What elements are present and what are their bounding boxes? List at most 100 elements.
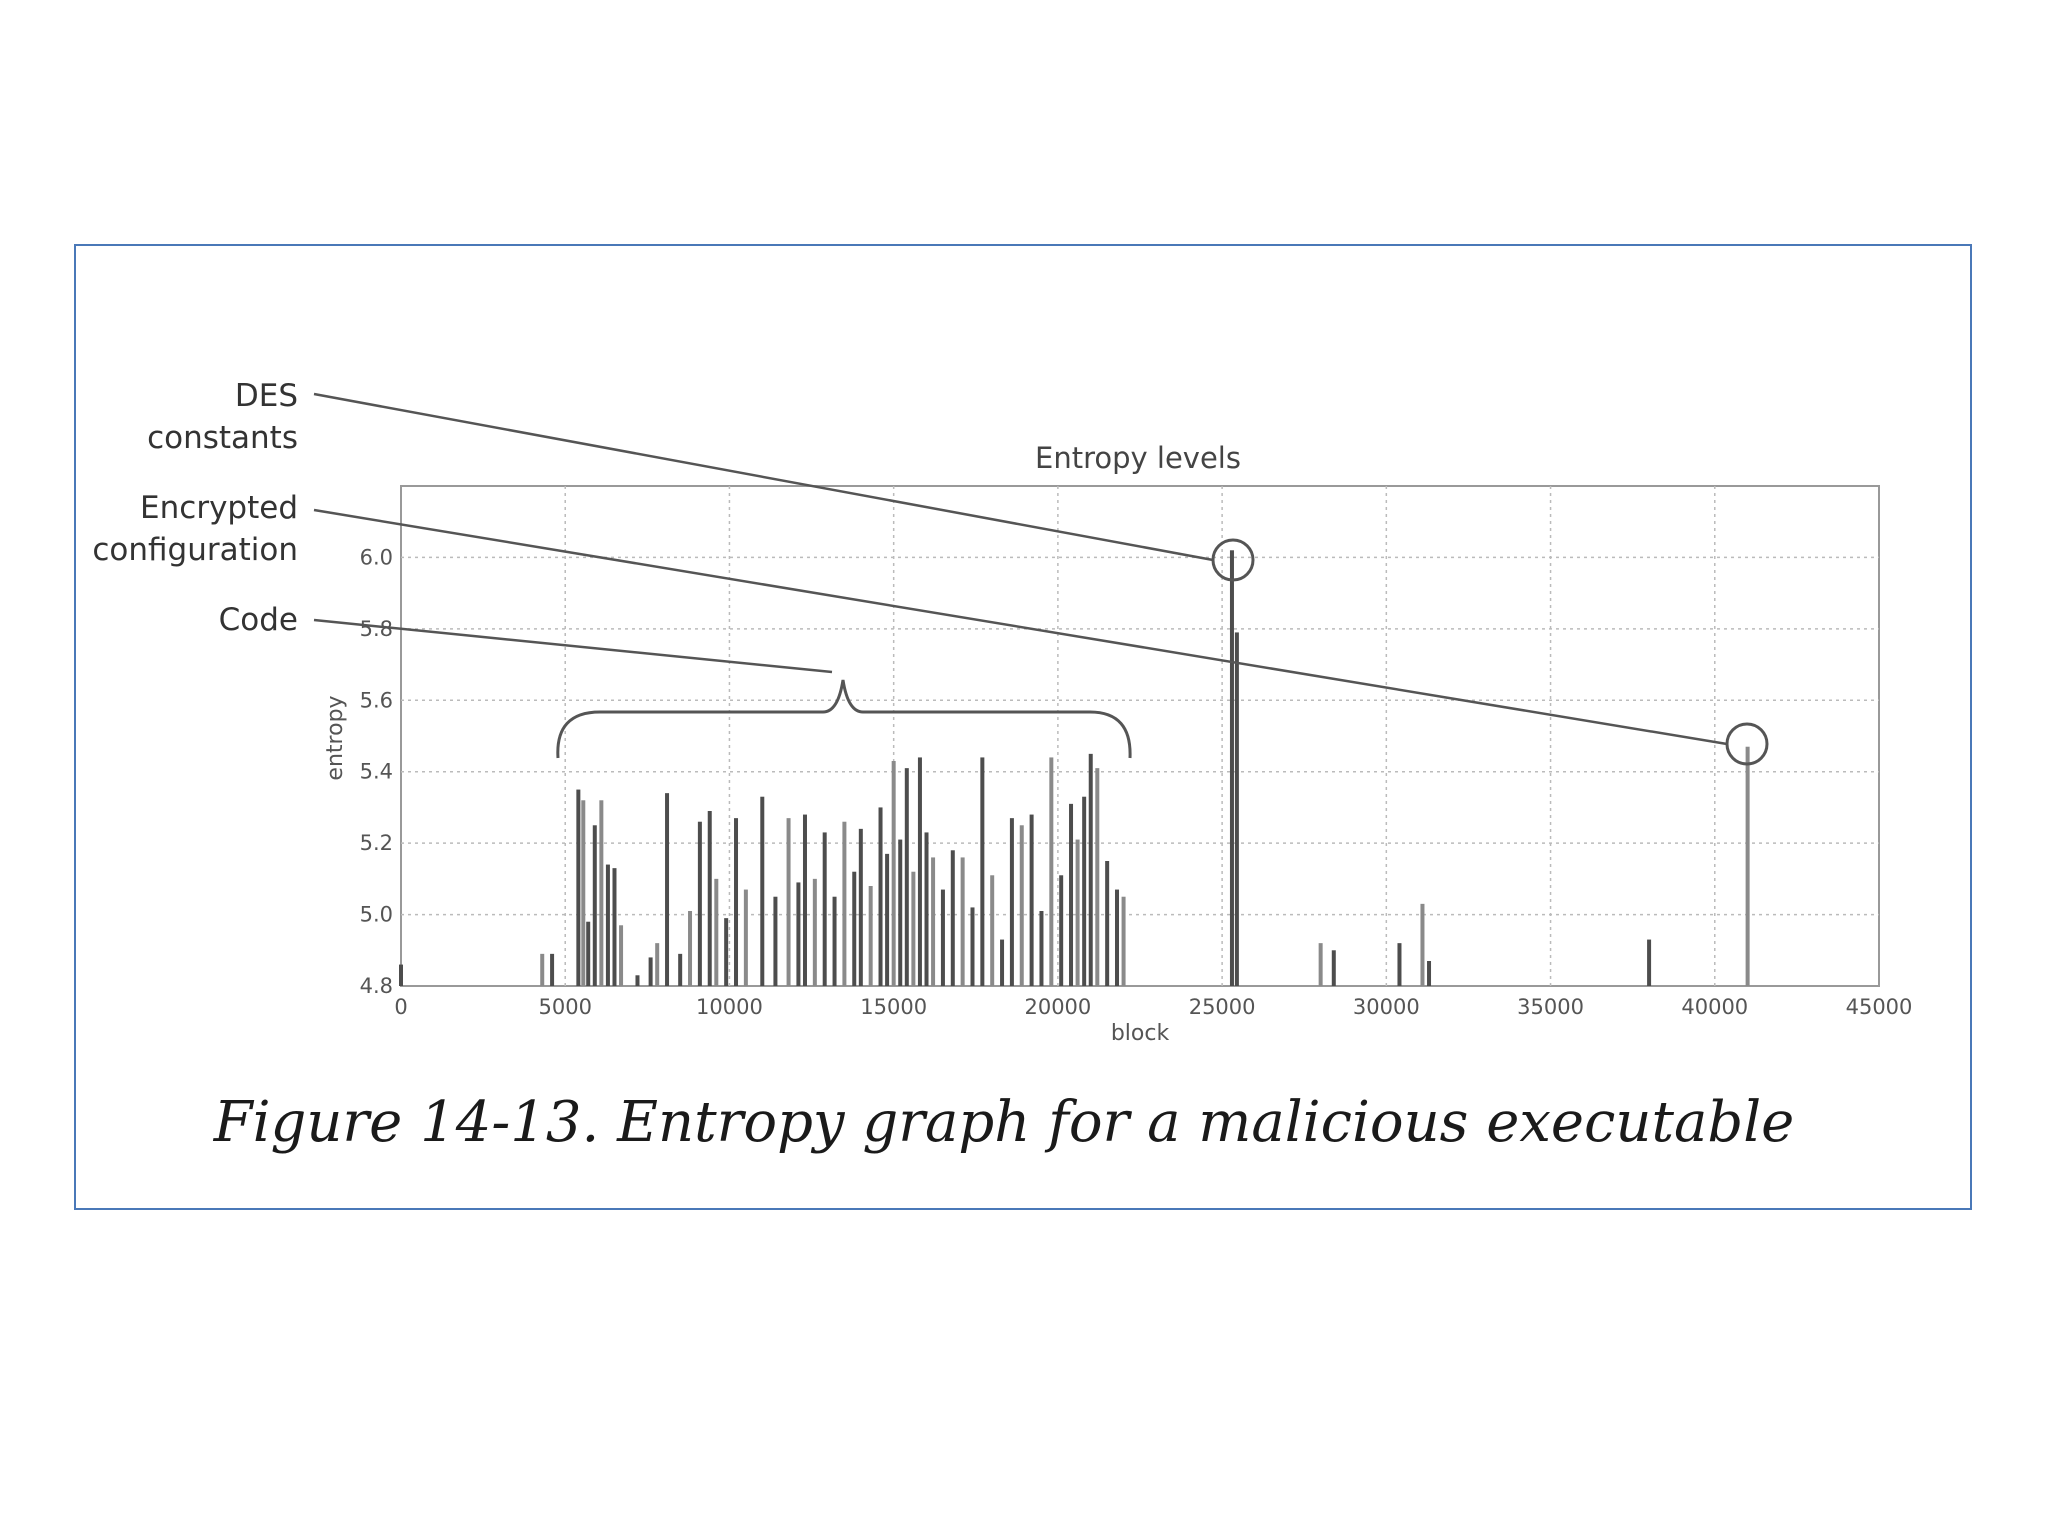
entropy-bar bbox=[665, 793, 670, 986]
entropy-bar bbox=[990, 875, 995, 986]
entropy-bar bbox=[878, 807, 883, 986]
entropy-bar bbox=[1009, 818, 1014, 986]
entropy-bar bbox=[760, 796, 765, 986]
grid-lines bbox=[401, 486, 1879, 986]
entropy-bar bbox=[950, 850, 955, 986]
entropy-bar bbox=[1318, 943, 1323, 986]
code-label: Code bbox=[219, 602, 298, 638]
entropy-bar bbox=[1082, 796, 1087, 986]
entropy-bar bbox=[399, 964, 403, 986]
y-tick-label: 5.8 bbox=[360, 617, 393, 641]
entropy-bar bbox=[1039, 911, 1044, 986]
y-tick-label: 5.4 bbox=[360, 760, 393, 784]
x-axis-ticks: 0 5000 10000 15000 20000 25000 30000 35000 40000… bbox=[394, 995, 1912, 1019]
entropy-bar bbox=[1075, 839, 1080, 986]
entropy-bar bbox=[822, 832, 827, 986]
entropy-bar bbox=[1229, 550, 1234, 986]
entropy-bar bbox=[688, 911, 693, 986]
entropy-bar bbox=[592, 825, 597, 986]
entropy-bar bbox=[1115, 889, 1120, 986]
y-tick-label: 5.2 bbox=[360, 831, 393, 855]
entropy-bar bbox=[1647, 939, 1652, 986]
entropy-bar bbox=[635, 975, 640, 986]
entropy-bar bbox=[1029, 814, 1034, 986]
entropy-bar bbox=[812, 878, 817, 986]
entropy-bar bbox=[599, 800, 604, 986]
entropy-bar bbox=[648, 957, 653, 986]
figure-caption: Figure 14-13. Entropy graph for a malici… bbox=[213, 1090, 1795, 1155]
entropy-bar bbox=[931, 857, 936, 986]
x-tick-label: 5000 bbox=[538, 995, 591, 1019]
entropy-bar bbox=[1427, 961, 1432, 986]
entropy-bar bbox=[796, 882, 801, 986]
entropy-bar bbox=[1121, 896, 1126, 986]
y-axis-label: entropy bbox=[323, 695, 348, 780]
y-tick-label: 6.0 bbox=[360, 545, 393, 569]
x-tick-label: 45000 bbox=[1846, 995, 1913, 1019]
entropy-bar bbox=[707, 811, 712, 986]
entropy-bar bbox=[612, 868, 617, 986]
x-tick-label: 25000 bbox=[1189, 995, 1256, 1019]
entropy-bar bbox=[1095, 768, 1100, 986]
x-tick-label: 30000 bbox=[1353, 995, 1420, 1019]
entropy-bar bbox=[917, 757, 922, 986]
entropy-bar bbox=[1059, 875, 1064, 986]
entropy-bar bbox=[802, 814, 807, 986]
entropy-bar bbox=[885, 853, 890, 986]
entropy-bar bbox=[898, 839, 903, 986]
entropy-bar bbox=[940, 889, 945, 986]
des-constants-leader bbox=[313, 392, 1214, 562]
entropy-bar bbox=[891, 761, 896, 986]
entropy-bar bbox=[852, 871, 857, 986]
des-label-line2: constants bbox=[147, 420, 298, 456]
entropy-bar bbox=[858, 828, 863, 986]
y-axis-ticks: 4.8 5.0 5.2 5.4 5.6 5.8 6.0 bbox=[360, 545, 393, 998]
entropy-bar bbox=[1331, 950, 1336, 986]
entropy-bar bbox=[980, 757, 985, 986]
entropy-bar bbox=[1745, 746, 1750, 986]
entropy-bar bbox=[550, 953, 555, 986]
entropy-bar bbox=[1000, 939, 1005, 986]
chart-title: Entropy levels bbox=[1035, 441, 1241, 475]
encrypted-label-line1: Encrypted bbox=[140, 490, 298, 526]
entropy-bar bbox=[1019, 825, 1024, 986]
entropy-bar bbox=[586, 921, 591, 986]
des-label-line1: DES bbox=[235, 378, 298, 414]
entropy-bar bbox=[655, 943, 660, 986]
code-leader bbox=[313, 618, 833, 674]
code-brace bbox=[556, 679, 1132, 759]
entropy-bar bbox=[734, 818, 739, 986]
encrypted-label-line2: configuration bbox=[92, 532, 298, 568]
entropy-bar bbox=[619, 925, 624, 986]
entropy-bar bbox=[540, 953, 545, 986]
entropy-bar bbox=[697, 821, 702, 986]
entropy-bar bbox=[1069, 803, 1074, 986]
x-tick-label: 35000 bbox=[1517, 995, 1584, 1019]
entropy-bar bbox=[868, 886, 873, 986]
entropy-bar bbox=[970, 907, 975, 986]
entropy-bars bbox=[399, 550, 1750, 986]
x-tick-label: 20000 bbox=[1024, 995, 1091, 1019]
entropy-bar bbox=[1234, 632, 1239, 986]
x-axis-label: block bbox=[1111, 1021, 1170, 1046]
y-tick-label: 5.0 bbox=[360, 903, 393, 927]
entropy-bar bbox=[1088, 753, 1093, 986]
plot-area bbox=[400, 485, 1880, 987]
entropy-bar bbox=[605, 864, 610, 986]
y-tick-label: 4.8 bbox=[360, 974, 393, 998]
entropy-bar bbox=[842, 821, 847, 986]
entropy-bar bbox=[1105, 861, 1110, 986]
entropy-bar bbox=[832, 896, 837, 986]
encrypted-config-leader bbox=[313, 508, 1728, 746]
x-tick-label: 40000 bbox=[1681, 995, 1748, 1019]
entropy-bar bbox=[743, 889, 748, 986]
x-tick-label: 15000 bbox=[860, 995, 927, 1019]
x-tick-label: 10000 bbox=[696, 995, 763, 1019]
entropy-bar bbox=[924, 832, 929, 986]
entropy-bar bbox=[911, 871, 916, 986]
entropy-bar bbox=[960, 857, 965, 986]
entropy-bar bbox=[581, 800, 586, 986]
entropy-bar bbox=[1420, 903, 1425, 986]
entropy-bar bbox=[904, 768, 909, 986]
